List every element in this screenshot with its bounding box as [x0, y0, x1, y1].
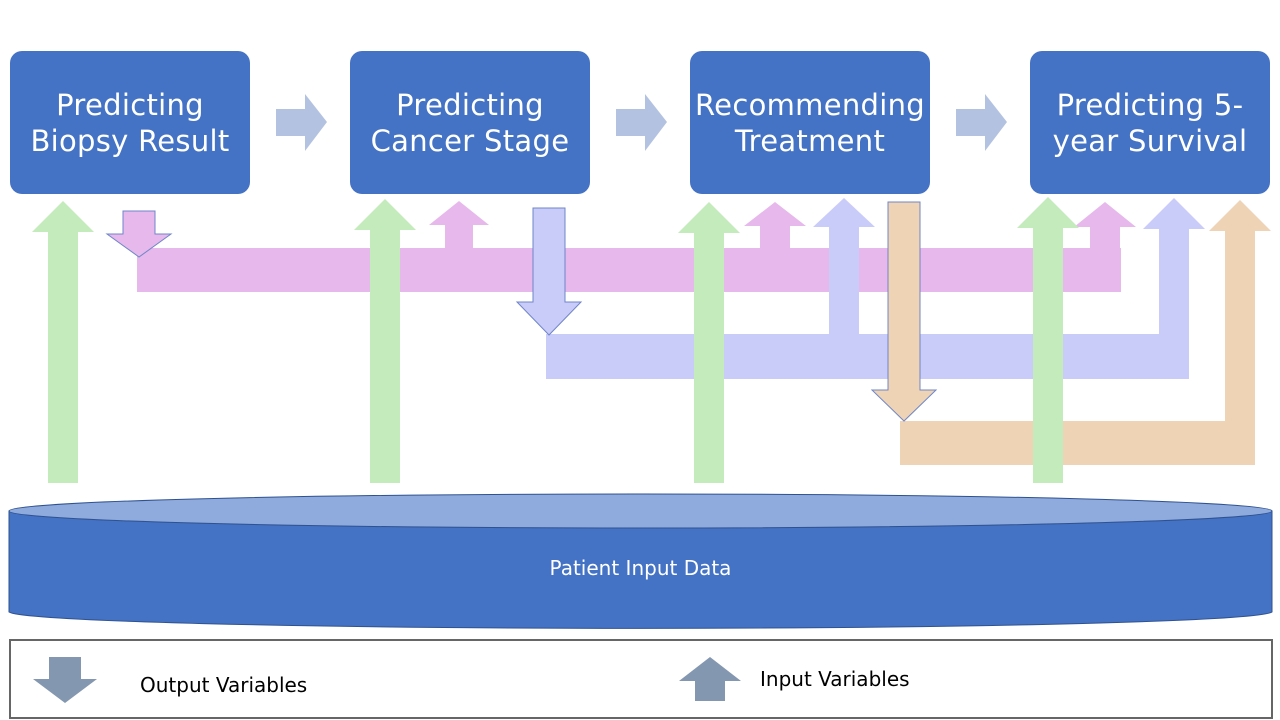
flow-arrow-3 — [956, 94, 1007, 151]
patient-data-arrow-biopsy — [32, 201, 94, 483]
treatment-output-down-arrow — [870, 201, 938, 422]
stage-box-biopsy: Predicting Biopsy Result — [10, 51, 250, 194]
legend-icons — [33, 657, 741, 703]
patient-data-cylinder-top — [8, 493, 1273, 529]
stage-label-survival: Predicting 5- year Survival — [1053, 87, 1248, 159]
stage-label-cancer-stage: Predicting Cancer Stage — [371, 87, 570, 159]
patient-data-label: Patient Input Data — [549, 556, 732, 580]
patient-data-arrow-stage — [354, 199, 416, 483]
output-arrow-icon — [33, 657, 97, 703]
stage-label-line2: Biopsy Result — [30, 123, 230, 158]
legend-input-label: Input Variables — [760, 667, 910, 691]
stage-label-line1: Predicting — [396, 87, 544, 122]
flow-arrow-1 — [276, 94, 327, 151]
stage-label-treatment: Recommending Treatment — [695, 87, 925, 159]
treatment-input-arrow-survival — [1209, 200, 1271, 421]
flow-arrow-2 — [616, 94, 667, 151]
biopsy-output-bus — [137, 248, 1121, 292]
treatment-output-bus — [900, 421, 1255, 465]
stage-input-arrow-treatment — [813, 198, 875, 334]
patient-data-cylinder-body — [8, 510, 1273, 629]
biopsy-input-arrow-stage — [429, 201, 489, 248]
stage-output-down-arrow — [515, 207, 583, 336]
stage-label-line2: Treatment — [734, 123, 886, 158]
stage-box-treatment: Recommending Treatment — [690, 51, 930, 194]
biopsy-output-down-arrow — [105, 210, 173, 258]
stage-label-line2: year Survival — [1052, 123, 1248, 158]
legend-output-label: Output Variables — [140, 673, 308, 697]
legend: Output Variables Input Variables — [9, 639, 1273, 719]
patient-data-arrow-survival — [1017, 197, 1079, 483]
stage-box-survival: Predicting 5- year Survival — [1030, 51, 1270, 194]
patient-data-arrow-treatment — [678, 202, 740, 483]
stage-input-arrow-survival — [1143, 198, 1205, 379]
stage-label-line1: Predicting — [56, 87, 204, 122]
stage-label-line1: Recommending — [695, 87, 925, 122]
biopsy-input-arrow-treatment — [744, 202, 806, 248]
stage-box-cancer-stage: Predicting Cancer Stage — [350, 51, 590, 194]
stage-label-line2: Cancer Stage — [370, 123, 570, 158]
biopsy-input-arrow-survival — [1074, 202, 1136, 248]
stage-output-bus — [546, 334, 1189, 379]
stage-label-line1: Predicting 5- — [1056, 87, 1244, 122]
input-arrow-icon — [679, 657, 741, 701]
stage-label-biopsy: Predicting Biopsy Result — [30, 87, 229, 159]
